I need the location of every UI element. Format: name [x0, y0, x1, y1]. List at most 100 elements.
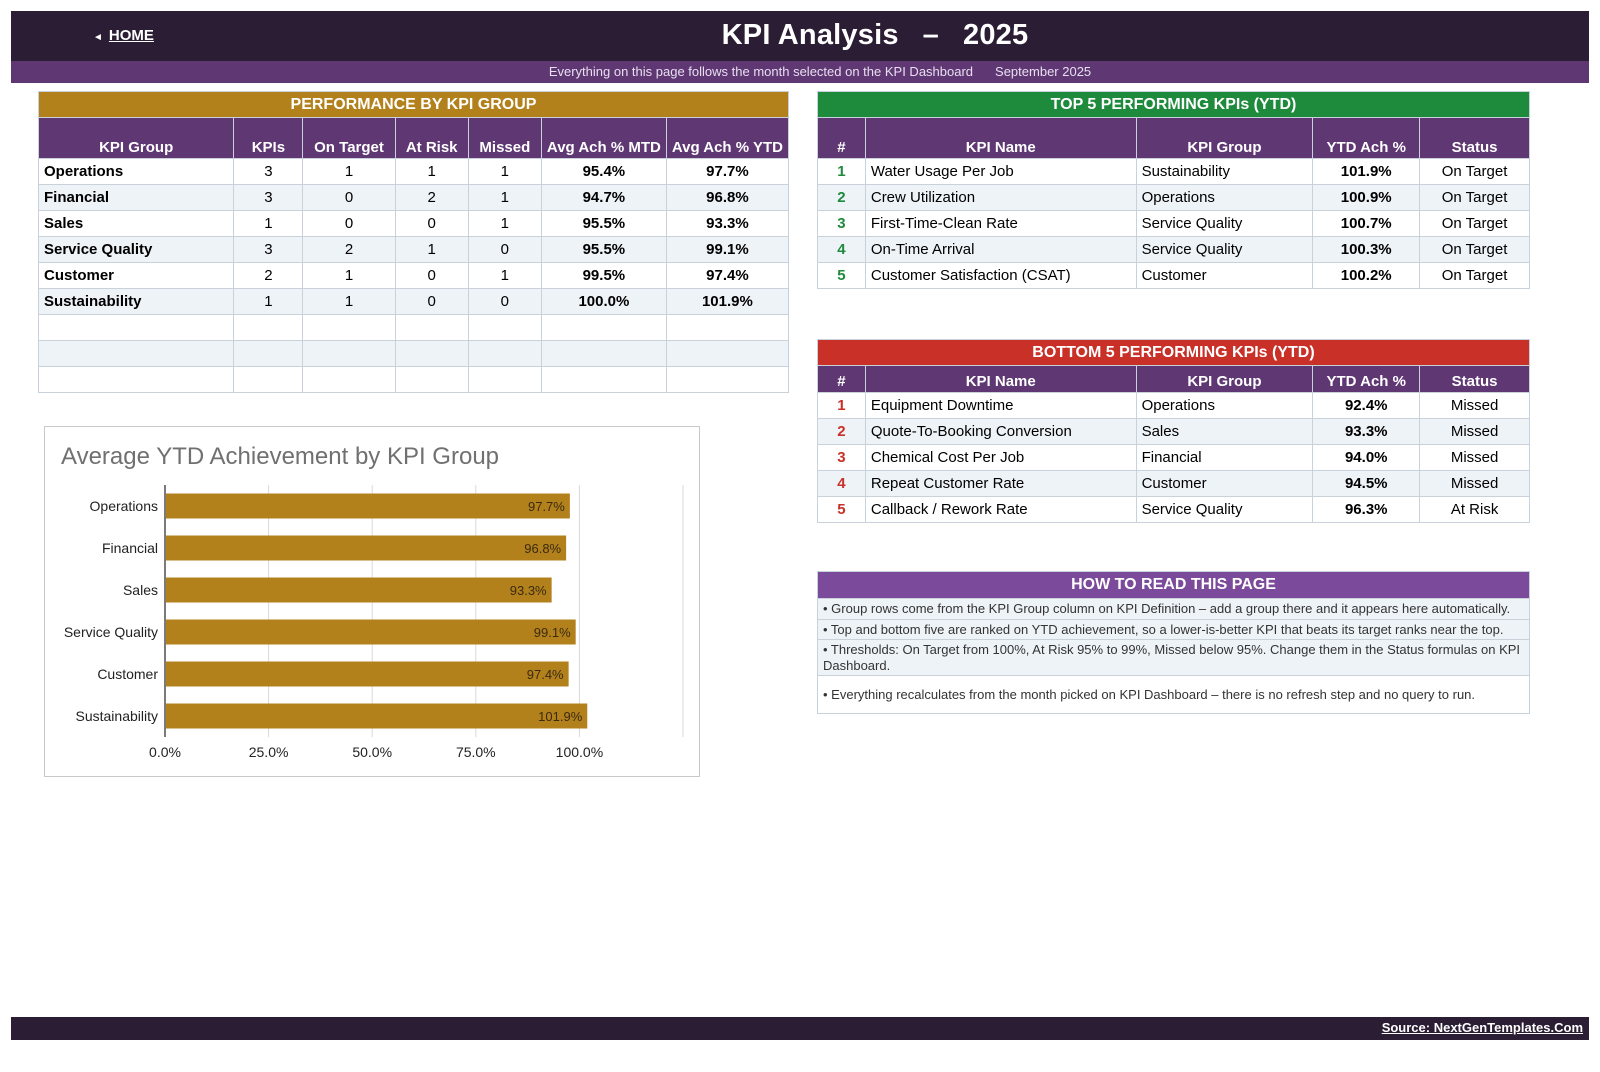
- performance-column-header: KPIs: [233, 117, 304, 159]
- rank-cell: 4: [817, 470, 866, 497]
- table-cell: [394, 340, 469, 367]
- bar: [166, 661, 569, 687]
- ytd-ach-cell: 100.2%: [1312, 262, 1421, 289]
- header-bar: ◄ HOME KPI Analysis –2025: [11, 11, 1589, 61]
- bar: [166, 703, 588, 729]
- table-cell: 1: [394, 158, 469, 185]
- kpi-group-cell: Service Quality: [1135, 210, 1314, 237]
- home-link[interactable]: ◄ HOME: [93, 27, 154, 44]
- table-cell: 96.8%: [665, 184, 790, 211]
- ytd-ach-cell: 94.5%: [1312, 470, 1421, 497]
- bottom5-column-header: KPI Name: [864, 365, 1137, 393]
- status-cell: On Target: [1419, 158, 1530, 185]
- kpi-name-cell: First-Time-Clean Rate: [864, 210, 1137, 237]
- performance-table-header: KPI Group KPIs On Target At Risk Missed Avg A…: [37, 117, 790, 159]
- x-tick-label: 75.0%: [456, 744, 496, 760]
- bar: [166, 493, 570, 519]
- rank-cell: 1: [817, 158, 866, 185]
- table-cell: [302, 366, 396, 393]
- table-cell: 1: [302, 288, 396, 315]
- table-row: Service Quality 3 2 1 0 95.5% 99.1%: [37, 236, 790, 263]
- table-row: Financial 3 0 2 1 94.7% 96.8%: [37, 184, 790, 211]
- table-cell: [540, 366, 667, 393]
- table-cell: 3: [233, 158, 304, 185]
- how-to-note: • Top and bottom five are ranked on YTD …: [818, 618, 1529, 639]
- performance-column-header: At Risk: [394, 117, 469, 159]
- table-cell: 97.7%: [665, 158, 790, 185]
- table-row: 3 Chemical Cost Per Job Financial 94.0% Miss…: [817, 444, 1530, 471]
- category-label: Financial: [102, 540, 158, 556]
- source-link[interactable]: Source: NextGenTemplates.Com: [1381, 1020, 1583, 1035]
- table-cell: 1: [233, 288, 304, 315]
- data-label: 99.1%: [534, 625, 571, 640]
- table-row: [37, 366, 790, 393]
- kpi-group-cell: Sustainability: [1135, 158, 1314, 185]
- table-cell: 1: [467, 262, 542, 289]
- x-tick-label: 50.0%: [352, 744, 392, 760]
- kpi-group-cell: Service Quality: [1135, 496, 1314, 523]
- x-tick-label: 25.0%: [249, 744, 289, 760]
- table-row: 5 Callback / Rework Rate Service Quality 96…: [817, 496, 1530, 523]
- performance-column-header: KPI Group: [37, 117, 235, 159]
- kpi-name-cell: Callback / Rework Rate: [864, 496, 1137, 523]
- table-cell: 0: [467, 288, 542, 315]
- table-cell: 1: [467, 184, 542, 211]
- table-cell: 1: [233, 210, 304, 237]
- bottom5-column-header: YTD Ach %: [1312, 365, 1421, 393]
- data-label: 96.8%: [524, 541, 561, 556]
- how-to-note: • Group rows come from the KPI Group col…: [818, 598, 1529, 619]
- footer-bar: Source: NextGenTemplates.Com: [11, 1017, 1589, 1040]
- page-title-dash: –: [922, 19, 940, 51]
- ytd-ach-cell: 96.3%: [1312, 496, 1421, 523]
- table-cell: 97.4%: [665, 262, 790, 289]
- kpi-group-cell: Sales: [1135, 418, 1314, 445]
- kpi-name-cell: Chemical Cost Per Job: [864, 444, 1137, 471]
- table-cell: [302, 314, 396, 341]
- table-cell: [394, 366, 469, 393]
- top5-column-header: KPI Group: [1135, 117, 1314, 159]
- table-row: 1 Water Usage Per Job Sustainability 101.9%…: [817, 158, 1530, 185]
- top5-column-header: KPI Name: [864, 117, 1137, 159]
- table-cell: 0: [394, 262, 469, 289]
- how-to-note: • Thresholds: On Target from 100%, At Ri…: [818, 639, 1529, 675]
- ytd-ach-cell: 94.0%: [1312, 444, 1421, 471]
- kpi-group-cell: Customer: [1135, 262, 1314, 289]
- table-cell: 101.9%: [665, 288, 790, 315]
- ytd-ach-cell: 92.4%: [1312, 392, 1421, 419]
- table-cell: 100.0%: [540, 288, 667, 315]
- table-cell: [467, 340, 542, 367]
- table-cell: 1: [302, 158, 396, 185]
- kpi-group-cell: Customer: [37, 262, 235, 289]
- table-cell: 0: [302, 210, 396, 237]
- table-row: Customer 2 1 0 1 99.5% 97.4%: [37, 262, 790, 289]
- table-cell: 95.5%: [540, 210, 667, 237]
- table-row: 1 Equipment Downtime Operations 92.4% Missed: [817, 392, 1530, 419]
- bar: [166, 619, 576, 645]
- kpi-group-cell: Financial: [37, 184, 235, 211]
- data-label: 93.3%: [510, 583, 547, 598]
- table-cell: 95.5%: [540, 236, 667, 263]
- kpi-group-cell: Sales: [37, 210, 235, 237]
- home-label: HOME: [108, 27, 154, 44]
- table-cell: [540, 340, 667, 367]
- table-row: Sales 1 0 0 1 95.5% 93.3%: [37, 210, 790, 237]
- kpi-group-cell: Operations: [37, 158, 235, 185]
- status-cell: On Target: [1419, 262, 1530, 289]
- table-cell: 2: [302, 236, 396, 263]
- category-label: Operations: [90, 498, 158, 514]
- ytd-ach-cell: 100.3%: [1312, 236, 1421, 263]
- kpi-group-cell: [37, 366, 235, 393]
- table-cell: 1: [394, 236, 469, 263]
- performance-column-header: On Target: [302, 117, 396, 159]
- kpi-group-cell: Operations: [1135, 184, 1314, 211]
- table-cell: 0: [467, 236, 542, 263]
- status-cell: Missed: [1419, 418, 1530, 445]
- table-cell: [233, 366, 304, 393]
- x-tick-label: 100.0%: [556, 744, 603, 760]
- table-row: 5 Customer Satisfaction (CSAT) Customer 100…: [817, 262, 1530, 289]
- category-label: Sales: [123, 582, 158, 598]
- how-to-note: • Everything recalculates from the month…: [818, 675, 1529, 713]
- page-title-text: KPI Analysis: [721, 19, 899, 51]
- table-row: 2 Crew Utilization Operations 100.9% On Targ…: [817, 184, 1530, 211]
- ytd-achievement-chart: Operations 97.7% Financial 96.8% Sales 93.3% S…: [44, 426, 700, 777]
